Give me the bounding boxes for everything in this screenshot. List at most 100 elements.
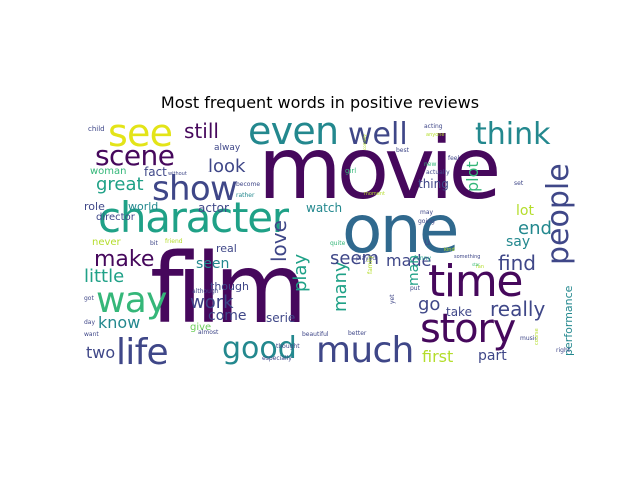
cloud-word: great xyxy=(96,174,144,195)
cloud-word: actor xyxy=(198,201,229,215)
cloud-word: go xyxy=(418,294,440,315)
cloud-word: right xyxy=(556,347,571,354)
cloud-word: watch xyxy=(306,201,342,215)
cloud-word: set xyxy=(514,180,524,187)
cloud-word: many xyxy=(330,261,351,312)
cloud-word: yet xyxy=(389,294,396,304)
cloud-word: plot xyxy=(463,161,482,192)
cloud-word: find xyxy=(498,251,536,275)
cloud-word: take xyxy=(446,305,472,319)
cloud-word: scene xyxy=(95,139,174,172)
cloud-word: u xyxy=(424,237,430,248)
cloud-word: without xyxy=(168,171,187,177)
cloud-word: time xyxy=(428,256,522,307)
cloud-word: want xyxy=(84,331,99,338)
cloud-word: may xyxy=(420,209,434,216)
cloud-word: seem xyxy=(330,248,379,269)
cloud-word: see xyxy=(108,111,172,155)
cloud-word: film xyxy=(150,233,300,345)
cloud-word: family xyxy=(367,255,374,274)
cloud-word: role xyxy=(84,200,105,213)
cloud-word: life xyxy=(116,332,168,373)
cloud-word: one xyxy=(342,191,457,268)
cloud-word: new xyxy=(424,161,436,168)
cloud-word: world xyxy=(128,200,158,213)
cloud-word: play xyxy=(290,254,311,292)
cloud-word: think xyxy=(475,117,551,152)
cloud-word: become xyxy=(236,181,260,188)
cloud-word: show xyxy=(152,169,237,209)
cloud-word: day xyxy=(84,319,95,326)
cloud-word: director xyxy=(96,212,136,223)
cloud-word: come xyxy=(208,308,247,324)
cloud-word: part xyxy=(478,348,507,364)
cloud-word: really xyxy=(490,297,545,321)
cloud-word: even xyxy=(248,109,338,153)
chart-title: Most frequent words in positive reviews xyxy=(160,93,480,112)
cloud-word: work xyxy=(190,292,234,313)
cloud-word: give xyxy=(190,322,211,333)
cloud-word: story xyxy=(420,306,516,352)
cloud-word: thing xyxy=(418,177,449,191)
cloud-word: lot xyxy=(516,203,534,219)
cloud-word: actually xyxy=(426,169,450,176)
cloud-word: almost xyxy=(198,329,219,336)
cloud-word: much xyxy=(316,330,414,371)
cloud-word: made xyxy=(386,251,431,270)
cloud-word: rather xyxy=(236,192,255,199)
cloud-word: best xyxy=(396,147,410,154)
cloud-word: make xyxy=(94,247,154,272)
cloud-word: serie xyxy=(266,311,295,325)
cloud-word: woman xyxy=(90,166,127,177)
cloud-word: quite xyxy=(330,240,346,247)
cloud-word: though xyxy=(210,280,249,293)
cloud-word: girl xyxy=(345,167,356,175)
cloud-word: put xyxy=(410,285,421,292)
cloud-word: thought xyxy=(276,343,300,350)
cloud-word: moment xyxy=(364,191,385,197)
cloud-word: still xyxy=(184,119,219,143)
cloud-word: kind xyxy=(444,247,455,253)
cloud-word: real xyxy=(216,242,237,255)
cloud-word: child xyxy=(88,125,105,133)
cloud-word: bit xyxy=(150,240,158,247)
cloud-word: music xyxy=(520,335,538,342)
cloud-word: movie xyxy=(258,119,498,219)
cloud-word: character xyxy=(98,193,290,242)
cloud-word: friend xyxy=(165,238,183,245)
cloud-word: look xyxy=(208,171,211,173)
cloud-word: performance xyxy=(562,285,575,356)
cloud-word: comedy xyxy=(362,133,367,150)
cloud-word: first xyxy=(422,347,453,366)
cloud-word: end xyxy=(518,218,552,239)
cloud-word: funny xyxy=(414,255,432,262)
cloud-word: acting xyxy=(424,123,443,130)
cloud-word: good xyxy=(222,331,297,366)
cloud-word: say xyxy=(506,234,530,250)
cloud-word: two xyxy=(86,343,115,362)
cloud-word: fact xyxy=(144,165,167,179)
cloud-word: beautiful xyxy=(302,331,329,338)
cloud-word: fan xyxy=(476,264,484,270)
cloud-word: especially xyxy=(262,355,292,362)
cloud-word: people xyxy=(541,163,576,265)
cloud-word: little xyxy=(84,266,124,287)
cloud-word: seen xyxy=(196,256,229,272)
cloud-word: anyone xyxy=(426,132,445,138)
cloud-word: course xyxy=(534,328,540,345)
cloud-word: something xyxy=(454,254,480,260)
cloud-word: well xyxy=(348,117,408,152)
cloud-word: look xyxy=(208,156,246,177)
cloud-word: better xyxy=(348,330,367,337)
cloud-word: feel xyxy=(448,155,459,162)
cloud-word: man xyxy=(406,255,422,286)
cloud-word: never xyxy=(92,237,122,248)
cloud-word: know xyxy=(98,313,140,332)
cloud-word: way xyxy=(96,280,167,321)
cloud-word: got xyxy=(84,295,94,302)
cloud-word: alway xyxy=(214,143,241,153)
cloud-word: going xyxy=(418,218,435,225)
cloud-word: love xyxy=(267,220,291,262)
cloud-word: although xyxy=(192,288,219,295)
